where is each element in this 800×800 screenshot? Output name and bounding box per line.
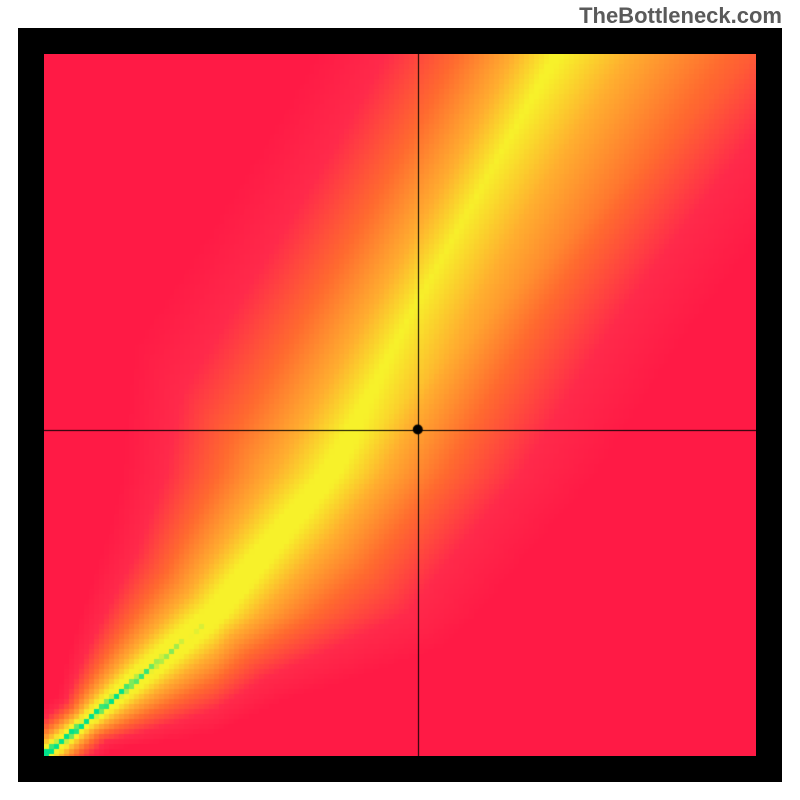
bottleneck-heatmap [44, 54, 756, 756]
watermark-text: TheBottleneck.com [579, 3, 782, 29]
